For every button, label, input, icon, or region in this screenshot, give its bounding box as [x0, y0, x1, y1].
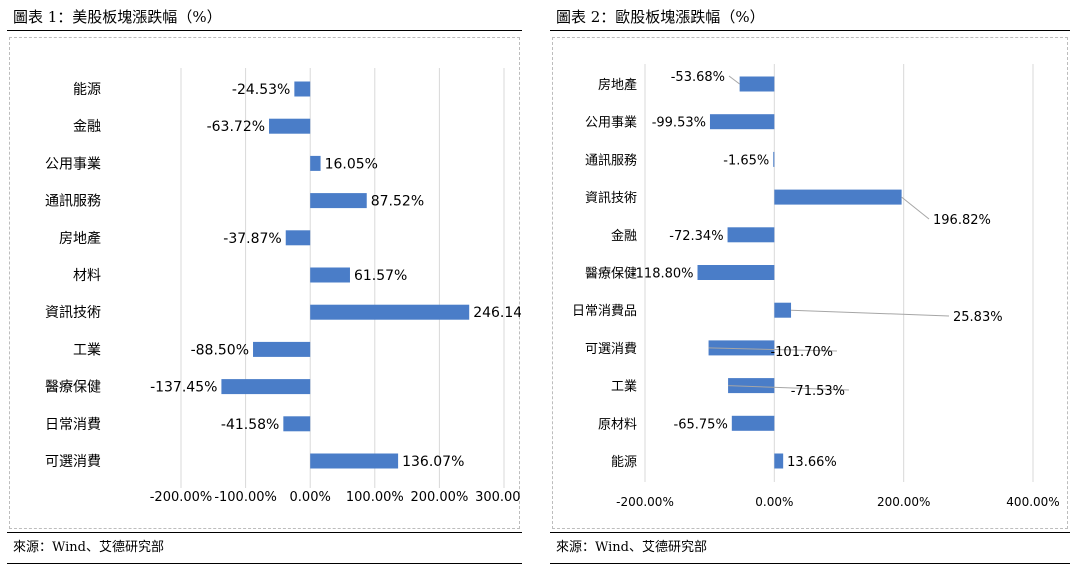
- chart-title: 圖表 1：美股板塊漲跌幅（%）: [7, 4, 522, 31]
- bar: [253, 341, 311, 357]
- data-label: -118.80%: [631, 267, 694, 282]
- data-label: -72.34%: [669, 229, 723, 244]
- category-label: 房地產: [598, 77, 637, 93]
- bar: [731, 415, 775, 431]
- category-label: 能源: [611, 455, 637, 470]
- data-label: 13.66%: [787, 455, 837, 470]
- data-label: -88.50%: [191, 342, 249, 358]
- bar: [221, 379, 311, 395]
- data-label: -1.65%: [723, 153, 769, 168]
- data-label: 16.05%: [325, 156, 378, 172]
- bar: [310, 453, 399, 469]
- chart-area: -200.00% -100.00% 0.00% 100.00% 200.00% 300.0…: [9, 37, 521, 529]
- chart-area: -200.00% 0.00% 200.00% 400.00% 房地產 -53.68% 公用事…: [552, 37, 1068, 529]
- category-label: 公用事業: [45, 156, 101, 172]
- x-tick-label: 200.00%: [877, 495, 930, 509]
- bar: [310, 155, 321, 171]
- bar: [709, 114, 775, 130]
- x-tick-label: 200.00%: [410, 490, 468, 505]
- data-label: -137.45%: [150, 380, 217, 396]
- bar: [294, 81, 311, 97]
- chart-panel-eu: 圖表 2：歐股板塊漲跌幅（%） -200.00% 0.00% 200.00% 400.…: [550, 4, 1070, 566]
- data-label: 196.82%: [933, 213, 991, 228]
- us-sector-bar-chart: -200.00% -100.00% 0.00% 100.00% 200.00% 300.0…: [45, 68, 521, 505]
- data-label: 136.07%: [402, 454, 464, 470]
- bar: [774, 302, 792, 318]
- data-label: 87.52%: [371, 194, 424, 210]
- x-tick-label: 300.00%: [475, 490, 521, 505]
- bar: [728, 378, 775, 394]
- data-label: -53.68%: [671, 70, 725, 85]
- category-label: 公用事業: [585, 115, 637, 131]
- data-label: 25.83%: [953, 310, 1003, 325]
- category-label: 醫療保健: [585, 267, 637, 282]
- x-tick-label: 0.00%: [755, 495, 793, 509]
- bar: [727, 227, 775, 243]
- data-label: -63.72%: [207, 119, 265, 135]
- bar: [285, 230, 311, 246]
- category-label: 日常消費品: [572, 304, 637, 319]
- category-label: 原材料: [598, 417, 637, 432]
- data-label: -37.87%: [223, 231, 281, 247]
- category-label: 可選消費: [45, 454, 101, 470]
- source-note: 來源：Wind、艾德研究部: [550, 532, 1070, 564]
- category-label: 資訊技術: [585, 191, 637, 206]
- bar: [774, 453, 784, 469]
- bar: [310, 193, 367, 209]
- x-tick-label: -100.00%: [214, 490, 277, 505]
- x-tick-label: 100.00%: [346, 490, 404, 505]
- leader-line: [728, 75, 740, 85]
- x-tick-label: -200.00%: [150, 490, 213, 505]
- leader-line: [901, 196, 930, 220]
- category-label: 資訊技術: [45, 305, 101, 321]
- eu-sector-bar-chart: -200.00% 0.00% 200.00% 400.00% 房地產 -53.68% 公用事…: [572, 64, 1060, 509]
- source-note: 來源：Wind、艾德研究部: [7, 532, 522, 564]
- category-label: 金融: [611, 228, 637, 244]
- category-label: 可選消費: [585, 342, 637, 357]
- category-label: 工業: [73, 342, 101, 358]
- category-label: 日常消費: [45, 417, 101, 433]
- bar: [269, 118, 311, 134]
- bar: [739, 76, 775, 92]
- bar: [310, 267, 350, 283]
- chart-title: 圖表 2：歐股板塊漲跌幅（%）: [550, 4, 1070, 31]
- data-label: -24.53%: [232, 82, 290, 98]
- category-label: 通訊服務: [45, 194, 101, 210]
- data-label: 61.57%: [354, 268, 407, 284]
- category-label: 通訊服務: [585, 153, 637, 168]
- bar: [697, 265, 775, 280]
- chart-panel-us: 圖表 1：美股板塊漲跌幅（%） -200.00% -100.00% 0.00% 100…: [7, 4, 522, 566]
- category-label: 材料: [73, 268, 101, 284]
- leader-line: [791, 309, 950, 317]
- bar: [773, 151, 775, 167]
- bar: [774, 189, 902, 205]
- bar: [310, 304, 470, 320]
- data-label: -101.70%: [770, 345, 833, 360]
- data-label: -65.75%: [674, 417, 728, 432]
- bar: [283, 416, 311, 432]
- category-label: 金融: [73, 119, 101, 135]
- x-tick-label: -200.00%: [616, 495, 674, 509]
- category-label: 房地產: [59, 230, 101, 247]
- category-label: 工業: [611, 379, 637, 395]
- x-tick-label: 0.00%: [290, 490, 331, 505]
- x-tick-label: 400.00%: [1006, 495, 1059, 509]
- data-label: -41.58%: [221, 417, 279, 433]
- data-label: -99.53%: [652, 116, 706, 131]
- leader-line: [708, 347, 838, 352]
- category-label: 能源: [73, 82, 101, 98]
- bar: [708, 340, 775, 356]
- leader-line: [728, 385, 850, 391]
- data-label: 246.14%: [473, 305, 521, 321]
- data-label: -71.53%: [791, 384, 845, 399]
- category-label: 醫療保健: [45, 379, 101, 396]
